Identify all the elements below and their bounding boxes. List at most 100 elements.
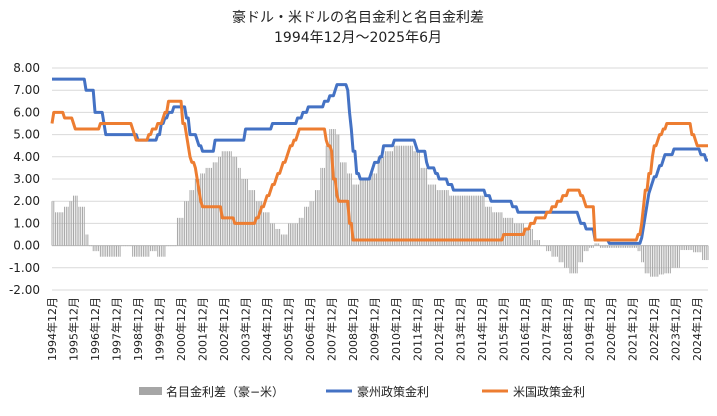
- spread-bar: [273, 223, 275, 246]
- y-tick-label: -1.00: [9, 261, 40, 275]
- x-tick-label: 2005年12月: [282, 297, 296, 361]
- spread-bar: [320, 167, 322, 246]
- spread-bar: [458, 195, 460, 246]
- spread-bar: [311, 201, 313, 246]
- spread-bar: [628, 245, 630, 248]
- spread-bar: [76, 195, 78, 246]
- spread-bar: [470, 195, 472, 246]
- spread-bar: [245, 179, 247, 246]
- spread-bar: [372, 173, 374, 246]
- spread-bar: [103, 245, 105, 257]
- spread-bar: [87, 234, 89, 246]
- spread-bar: [60, 212, 62, 246]
- spread-bar: [264, 212, 266, 246]
- spread-bar: [119, 245, 121, 257]
- spread-bar: [144, 245, 146, 257]
- spread-bar: [542, 245, 544, 247]
- spread-bar: [133, 245, 135, 257]
- x-tick-label: 2010年12月: [389, 297, 403, 361]
- spread-bar: [116, 245, 118, 257]
- spread-bar: [530, 228, 532, 246]
- spread-bar: [64, 206, 66, 246]
- spread-bar: [390, 151, 392, 246]
- spread-bar: [300, 217, 302, 246]
- spread-bar: [703, 245, 705, 261]
- spread-bar: [497, 212, 499, 246]
- spread-bar: [467, 195, 469, 246]
- spread-bar: [365, 179, 367, 246]
- spread-bar: [270, 223, 272, 246]
- spread-bar: [157, 245, 159, 257]
- spread-bar: [621, 245, 623, 248]
- spread-bar: [472, 195, 474, 246]
- spread-bar: [268, 212, 270, 246]
- spread-bar: [506, 217, 508, 246]
- spread-bar: [549, 245, 551, 252]
- spread-bar: [408, 145, 410, 246]
- spread-bar: [635, 245, 637, 248]
- y-tick-label: 3.00: [13, 172, 40, 186]
- spread-bar: [616, 245, 618, 248]
- spread-bar: [304, 206, 306, 246]
- spread-bar: [196, 179, 198, 246]
- x-tick-label: 2006年12月: [303, 297, 317, 361]
- spread-bar: [648, 245, 650, 274]
- spread-bar: [596, 243, 598, 246]
- spread-bar: [510, 217, 512, 246]
- x-tick-label: 2002年12月: [217, 297, 231, 361]
- spread-bar: [277, 228, 279, 246]
- spread-bar: [323, 167, 325, 246]
- spread-bar: [169, 245, 171, 247]
- legend-item: 豪州政策金利: [326, 384, 429, 399]
- spread-bar: [200, 173, 202, 246]
- spread-bar: [598, 243, 600, 246]
- spread-bar: [634, 245, 636, 248]
- spread-bar: [524, 228, 526, 246]
- spread-bar: [180, 217, 182, 246]
- x-tick-label: 2001年12月: [196, 297, 210, 361]
- spread-bar: [406, 145, 408, 246]
- spread-bar: [101, 245, 103, 257]
- x-tick-label: 2007年12月: [325, 297, 339, 361]
- spread-bar: [503, 217, 505, 246]
- spread-bar: [650, 245, 652, 277]
- spread-bar: [483, 195, 485, 246]
- spread-bar: [345, 162, 347, 246]
- spread-bar: [395, 145, 397, 246]
- spread-bar: [164, 245, 166, 257]
- spread-bar: [539, 240, 541, 246]
- spread-bar: [218, 156, 220, 246]
- spread-bar: [556, 245, 558, 257]
- spread-bar: [630, 245, 632, 248]
- spread-bar: [526, 228, 528, 246]
- spread-bar: [535, 240, 537, 246]
- spread-bar: [236, 156, 238, 246]
- spread-bar: [187, 201, 189, 246]
- spread-bar: [540, 245, 542, 247]
- spread-bar: [266, 212, 268, 246]
- spread-bar: [375, 173, 377, 246]
- spread-bar: [261, 201, 263, 246]
- spread-bar: [354, 184, 356, 246]
- spread-bar: [331, 129, 333, 246]
- spread-bar: [198, 179, 200, 246]
- spread-bar: [553, 245, 555, 257]
- spread-bar: [490, 206, 492, 246]
- spread-bar: [576, 245, 578, 274]
- spread-bar: [325, 145, 327, 246]
- y-tick-label: 4.00: [13, 150, 40, 164]
- spread-bar: [427, 184, 429, 246]
- spread-bar: [449, 195, 451, 246]
- spread-bar: [546, 245, 548, 252]
- spread-bar: [85, 234, 87, 246]
- spread-bar: [150, 245, 152, 252]
- spread-bar: [646, 245, 648, 274]
- spread-bar: [415, 151, 417, 246]
- spread-bar: [469, 195, 471, 246]
- legend-label: 名目金利差（豪−米）: [166, 384, 284, 399]
- spread-bar: [582, 245, 584, 263]
- x-tick-label: 2003年12月: [239, 297, 253, 361]
- spread-bar: [445, 190, 447, 246]
- y-tick-label: 7.00: [13, 83, 40, 97]
- spread-bar: [671, 245, 673, 268]
